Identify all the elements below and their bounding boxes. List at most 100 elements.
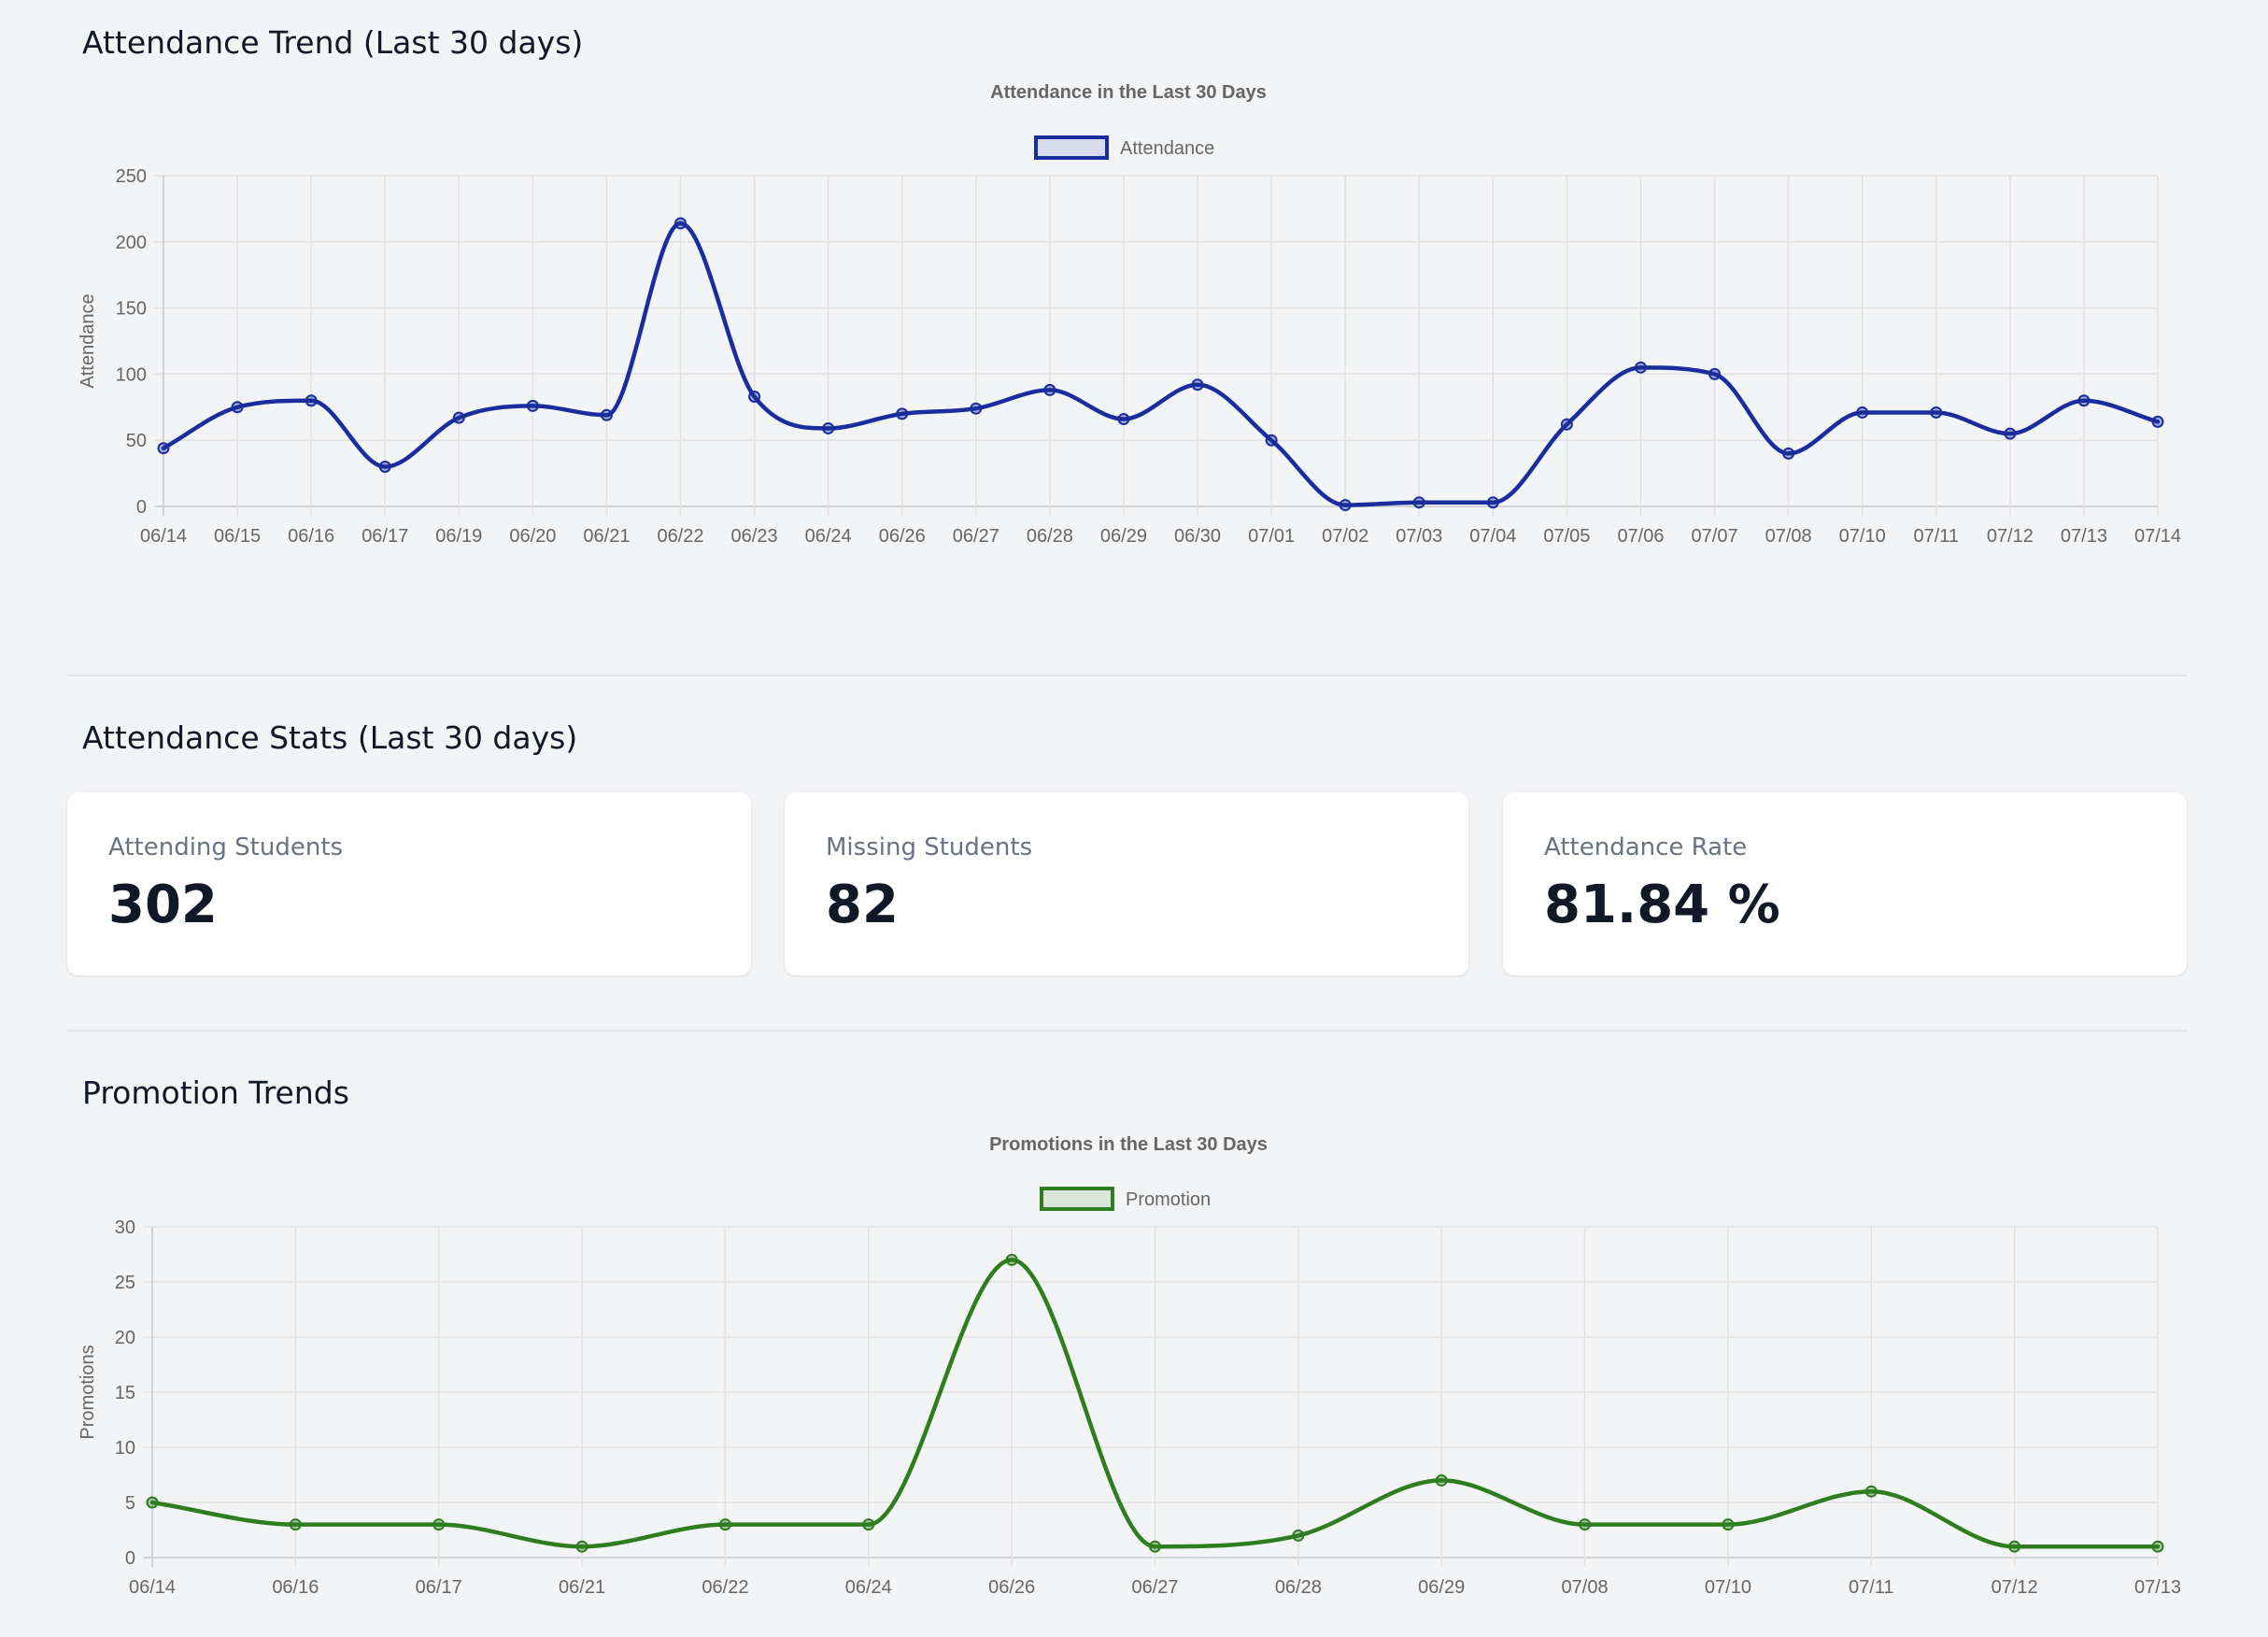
data-point: [1782, 447, 1795, 460]
data-point: [1265, 434, 1278, 447]
x-tick-label: 06/21: [559, 1577, 605, 1598]
x-tick-label: 06/21: [583, 526, 630, 547]
legend-label: Attendance: [1120, 138, 1214, 159]
data-point: [1579, 1518, 1592, 1531]
attending-students-card: Attending Students 302: [67, 792, 751, 975]
data-point: [575, 1540, 588, 1553]
x-axis: 06/14 06/15 06/16 06/17 06/19 06/20 06/21 06/22…: [140, 526, 2181, 547]
data-point: [1292, 1529, 1305, 1542]
x-tick-label: 07/07: [1692, 526, 1738, 547]
legend-swatch: [1040, 1187, 1114, 1211]
y-axis: 0 5 10 15 20 25 30: [115, 1217, 135, 1569]
data-point: [2004, 427, 2017, 440]
y-axis-label: Attendance: [78, 293, 98, 388]
data-point: [1486, 496, 1499, 509]
attendance-rate-label: Attendance Rate: [1544, 833, 1748, 861]
y-tick-label: 250: [116, 166, 147, 187]
data-point: [1149, 1540, 1161, 1553]
x-tick-label: 07/13: [2061, 526, 2107, 547]
section-divider: [67, 1030, 2188, 1032]
data-point: [970, 402, 983, 415]
data-point: [1634, 361, 1647, 374]
y-axis-label: Promotions: [78, 1345, 98, 1439]
x-tick-label: 07/02: [1322, 526, 1368, 547]
chart-title: Promotions in the Last 30 Days: [989, 1134, 1268, 1155]
y-tick-label: 200: [116, 233, 147, 253]
x-tick-label: 07/10: [1839, 526, 1886, 547]
series-line: [161, 221, 2161, 507]
chart-grid: [154, 175, 2159, 516]
x-tick-label: 06/28: [1275, 1577, 1322, 1598]
x-tick-label: 06/19: [435, 526, 482, 547]
x-tick-label: 06/29: [1418, 1577, 1465, 1598]
data-point: [1435, 1473, 1448, 1487]
data-point: [289, 1518, 302, 1531]
series-line: [149, 1258, 2161, 1549]
data-point: [1722, 1518, 1735, 1531]
data-point: [1856, 406, 1869, 419]
y-tick-label: 50: [126, 431, 147, 451]
attendance-chart: Attendance in the Last 30 Days Attendance…: [78, 82, 2181, 547]
x-tick-label: 06/28: [1027, 526, 1073, 547]
legend-swatch: [1034, 135, 1109, 160]
y-tick-label: 150: [116, 299, 147, 320]
data-point: [1864, 1485, 1878, 1498]
section-divider: [67, 675, 2188, 676]
data-point: [378, 461, 391, 474]
data-point: [1005, 1253, 1018, 1266]
x-tick-label: 07/06: [1617, 526, 1664, 547]
data-point: [862, 1518, 875, 1531]
data-point: [1412, 496, 1425, 509]
data-point: [305, 394, 318, 407]
x-tick-label: 06/16: [272, 1577, 319, 1598]
data-point: [600, 408, 613, 421]
x-tick-label: 06/16: [288, 526, 334, 547]
data-point: [231, 401, 244, 414]
x-tick-label: 06/14: [129, 1577, 176, 1598]
x-tick-label: 07/10: [1705, 1577, 1751, 1598]
chart-grid: [143, 1226, 2159, 1567]
promotion-chart: Promotions in the Last 30 Days Promotion 0…: [78, 1134, 2181, 1598]
data-point: [1043, 383, 1056, 396]
data-points: [157, 217, 2164, 512]
data-point: [718, 1518, 731, 1531]
x-tick-label: 07/01: [1248, 526, 1295, 547]
y-tick-label: 10: [115, 1438, 135, 1459]
x-tick-label: 06/29: [1100, 526, 1147, 547]
data-point: [452, 411, 465, 424]
chart-title: Attendance in the Last 30 Days: [990, 82, 1267, 103]
data-point: [822, 421, 835, 434]
x-tick-label: 07/11: [1849, 1577, 1894, 1598]
x-axis: 06/14 06/16 06/17 06/21 06/22 06/24 06/26 06/27…: [129, 1577, 2181, 1598]
data-point: [2077, 394, 2091, 407]
missing-students-label: Missing Students: [826, 833, 1033, 861]
data-point: [2151, 1540, 2164, 1553]
data-point: [1339, 499, 1352, 512]
data-point: [2008, 1540, 2021, 1553]
attendance-section-title: Attendance Trend (Last 30 days): [82, 24, 584, 61]
data-point: [1560, 418, 1573, 431]
x-tick-label: 06/22: [657, 526, 703, 547]
data-point: [526, 399, 539, 412]
x-tick-label: 06/14: [140, 526, 187, 547]
x-tick-label: 06/15: [214, 526, 261, 547]
y-tick-label: 20: [115, 1328, 135, 1348]
x-tick-label: 06/26: [988, 1577, 1035, 1598]
data-point: [1708, 367, 1722, 380]
stats-section-title: Attendance Stats (Last 30 days): [82, 719, 578, 756]
x-tick-label: 06/22: [702, 1577, 748, 1598]
attendance-rate-value: 81.84 %: [1544, 875, 1780, 935]
x-tick-label: 07/08: [1562, 1577, 1609, 1598]
y-tick-label: 30: [115, 1217, 135, 1238]
x-tick-label: 06/17: [416, 1577, 462, 1598]
data-point: [674, 217, 687, 230]
x-tick-label: 06/20: [509, 526, 556, 547]
x-tick-label: 06/27: [1131, 1577, 1178, 1598]
y-tick-label: 100: [116, 364, 147, 385]
data-point: [157, 442, 170, 455]
y-tick-label: 15: [115, 1383, 135, 1403]
x-tick-label: 07/05: [1543, 526, 1590, 547]
x-tick-label: 07/12: [1992, 1577, 2038, 1598]
y-tick-label: 0: [136, 497, 147, 518]
x-tick-label: 07/12: [1987, 526, 2034, 547]
